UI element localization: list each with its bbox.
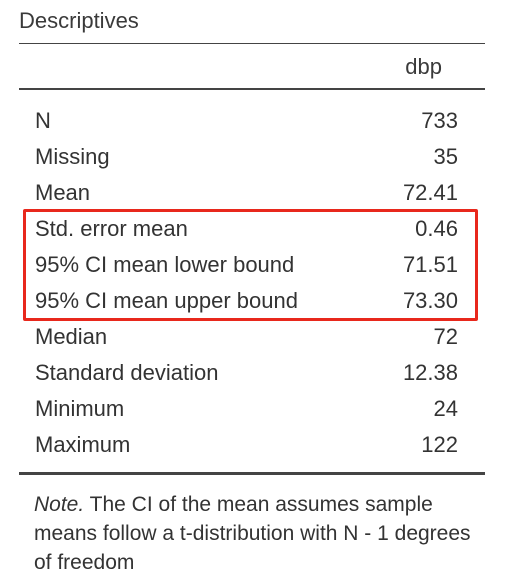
row-value-median: 72 [433, 324, 458, 349]
row-value-minimum: 24 [433, 396, 458, 421]
table-row: N 733 [35, 103, 458, 139]
top-rule [19, 43, 485, 44]
header-rule [19, 88, 485, 90]
note-prefix: Note. [34, 493, 85, 516]
row-label-missing: Missing [35, 144, 110, 169]
row-value-ci-upper: 73.30 [402, 288, 458, 313]
table-row: Standard deviation 12.38 [35, 355, 458, 391]
row-label-ci-upper: 95% CI mean upper bound [35, 288, 298, 313]
row-label-minimum: Minimum [35, 396, 125, 421]
row-label-maximum: Maximum [35, 432, 131, 457]
table-row: Missing 35 [35, 139, 458, 175]
row-value-std-error-mean: 0.46 [415, 216, 458, 241]
descriptives-table-body: N 733 Missing 35 Mean 72.41 Std. error m… [35, 103, 458, 463]
note-text: The CI of the mean assumes sample means … [34, 493, 471, 574]
row-label-mean: Mean [35, 180, 91, 205]
row-label-n: N [35, 108, 51, 133]
row-label-std-error-mean: Std. error mean [35, 216, 188, 241]
row-value-ci-lower: 71.51 [402, 252, 458, 277]
row-value-maximum: 122 [421, 432, 458, 457]
row-value-n: 733 [421, 108, 458, 133]
table-row: 95% CI mean lower bound 71.51 [35, 247, 458, 283]
table-note: Note. The CI of the mean assumes sample … [34, 490, 474, 577]
bottom-rule [19, 472, 485, 475]
row-label-standard-deviation: Standard deviation [35, 360, 219, 385]
row-label-median: Median [35, 324, 108, 349]
table-row: Mean 72.41 [35, 175, 458, 211]
row-value-missing: 35 [433, 144, 458, 169]
row-label-ci-lower: 95% CI mean lower bound [35, 252, 295, 277]
table-row: Median 72 [35, 319, 458, 355]
table-row: Std. error mean 0.46 [35, 211, 458, 247]
row-value-mean: 72.41 [402, 180, 458, 205]
table-row: Minimum 24 [35, 391, 458, 427]
highlight-box [23, 209, 478, 321]
row-value-standard-deviation: 12.38 [402, 360, 458, 385]
table-row: Maximum 122 [35, 427, 458, 463]
column-header-dbp: dbp [405, 54, 442, 79]
table-title: Descriptives [19, 8, 139, 33]
table-row: 95% CI mean upper bound 73.30 [35, 283, 458, 319]
